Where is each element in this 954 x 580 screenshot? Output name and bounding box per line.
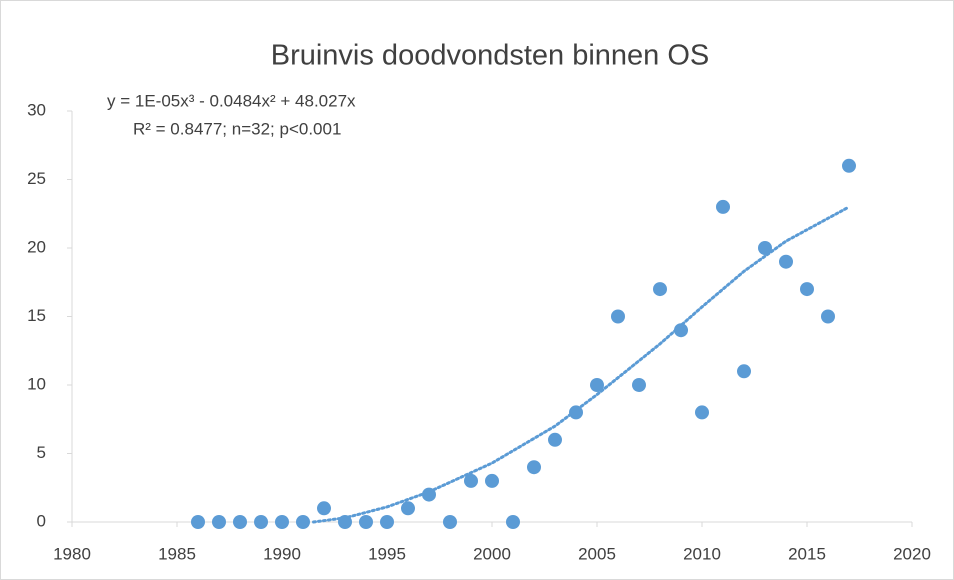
- data-point: [359, 515, 373, 529]
- x-tick-label: 2005: [578, 544, 616, 563]
- data-point: [527, 460, 541, 475]
- data-point: [443, 515, 457, 529]
- x-tick-label: 1980: [53, 544, 91, 563]
- equation: y = 1E-05x³ - 0.0484x² + 48.027x: [107, 91, 356, 110]
- data-point: [233, 515, 247, 529]
- data-point: [275, 515, 289, 529]
- data-point: [674, 323, 688, 338]
- data-point: [485, 473, 499, 488]
- data-point: [296, 515, 310, 529]
- data-point: [380, 515, 394, 529]
- y-tick-label: 10: [27, 374, 46, 393]
- data-point: [737, 364, 751, 379]
- data-point: [842, 158, 856, 173]
- statistics: R² = 0.8477; n=32; p<0.001: [133, 119, 341, 138]
- data-point: [254, 515, 268, 529]
- data-point: [779, 254, 793, 269]
- y-tick-label: 15: [27, 306, 46, 325]
- data-point: [191, 515, 205, 529]
- x-tick-label: 2000: [473, 544, 511, 563]
- data-point: [422, 487, 436, 502]
- data-point: [716, 199, 730, 214]
- data-point: [590, 378, 604, 392]
- data-point: [506, 515, 520, 529]
- data-point: [548, 432, 562, 447]
- x-tick-label: 1995: [368, 544, 406, 563]
- data-point: [401, 501, 415, 516]
- data-point: [821, 309, 835, 324]
- data-point: [758, 241, 772, 255]
- y-tick-label: 5: [37, 443, 46, 462]
- x-tick-label: 2015: [788, 544, 826, 563]
- y-tick-label: 20: [27, 237, 46, 256]
- data-point: [338, 515, 352, 529]
- data-point: [464, 473, 478, 488]
- y-tick-label: 0: [37, 511, 46, 530]
- data-point: [695, 405, 709, 420]
- data-point: [569, 405, 583, 420]
- data-point: [632, 378, 646, 392]
- data-point: [800, 282, 814, 297]
- y-tick-label: 25: [27, 169, 46, 188]
- x-tick-label: 1985: [158, 544, 196, 563]
- chart-title: Bruinvis doodvondsten binnen OS: [271, 40, 710, 72]
- x-tick-label: 2010: [683, 544, 721, 563]
- x-tick-label: 1990: [263, 544, 301, 563]
- data-point: [653, 282, 667, 297]
- data-point: [212, 515, 226, 529]
- data-point: [317, 501, 331, 516]
- x-tick-label: 2020: [893, 544, 931, 563]
- y-tick-label: 30: [27, 100, 46, 119]
- data-point: [611, 309, 625, 324]
